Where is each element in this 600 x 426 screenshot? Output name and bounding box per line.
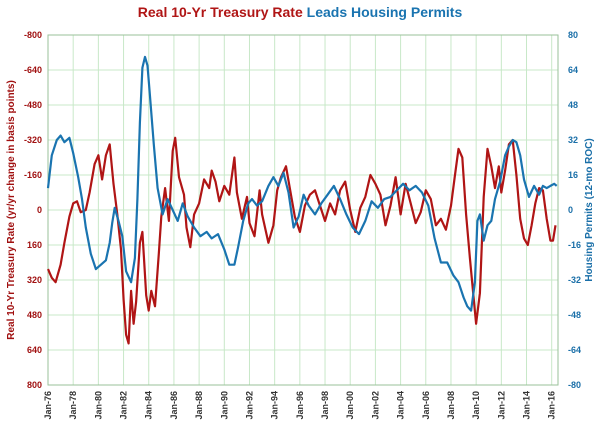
series-line-treasury xyxy=(46,136,557,345)
x-tick-label: Jan-06 xyxy=(421,391,431,420)
y-left-tick-label: 320 xyxy=(27,275,42,285)
x-tick-label: Jan-82 xyxy=(119,391,129,420)
x-tick-label: Jan-94 xyxy=(270,391,280,420)
x-tick-label: Jan-10 xyxy=(471,391,481,420)
x-tick-label: Jan-78 xyxy=(68,391,78,420)
x-tick-label: Jan-96 xyxy=(295,391,305,420)
right-axis-ticks: 80 64 48 32 16 0 -16 -32 -48 -64 -80 xyxy=(568,30,581,390)
y-left-tick-label: -320 xyxy=(24,135,42,145)
x-tick-label: Jan-86 xyxy=(169,391,179,420)
y-left-tick-label: -800 xyxy=(24,30,42,40)
y-right-tick-label: -48 xyxy=(568,310,581,320)
x-tick-label: Jan-90 xyxy=(219,391,229,420)
x-tick-label: Jan-88 xyxy=(194,391,204,420)
y-left-tick-label: 640 xyxy=(27,345,42,355)
x-tick-label: Jan-08 xyxy=(446,391,456,420)
x-tick-label: Jan-12 xyxy=(496,391,506,420)
x-tick-label: Jan-76 xyxy=(43,391,53,420)
y-left-tick-label: 0 xyxy=(37,205,42,215)
x-axis-ticks: Jan-76 Jan-78 Jan-80 Jan-82 Jan-84 Jan-86 Jan-… xyxy=(43,391,557,420)
y-right-tick-label: -80 xyxy=(568,380,581,390)
y-right-tick-label: 0 xyxy=(568,205,573,215)
x-tick-label: Jan-92 xyxy=(244,391,254,420)
y-left-tick-label: -480 xyxy=(24,100,42,110)
y-left-tick-label: 800 xyxy=(27,380,42,390)
plot-border xyxy=(47,34,559,386)
x-tick-label: Jan-14 xyxy=(522,391,532,420)
chart-title-part1: Real 10-Yr Treasury Rate xyxy=(137,4,303,20)
y-left-tick-label: -640 xyxy=(24,65,42,75)
y-right-tick-label: -64 xyxy=(568,345,581,355)
y-right-tick-label: 64 xyxy=(568,65,578,75)
x-tick-label: Jan-84 xyxy=(144,391,154,420)
y-right-tick-label: 80 xyxy=(568,30,578,40)
y-axis-left-label: Real 10-Yr Treasury Rate (yr/yr change i… xyxy=(6,80,17,340)
chart-title-part2: Leads Housing Permits xyxy=(306,4,463,20)
y-right-tick-label: 16 xyxy=(568,170,578,180)
chart-title: Real 10-Yr Treasury Rate Leads Housing P… xyxy=(0,4,600,20)
x-tick-label: Jan-16 xyxy=(547,391,557,420)
series-lines xyxy=(46,55,558,345)
x-tick-label: Jan-02 xyxy=(370,391,380,420)
x-tick-label: Jan-00 xyxy=(345,391,355,420)
y-left-tick-label: 480 xyxy=(27,310,42,320)
y-axis-right-label: Housing Permits (12-mo ROC) xyxy=(584,138,595,281)
y-right-tick-label: 32 xyxy=(568,135,578,145)
y-right-tick-label: 48 xyxy=(568,100,578,110)
y-left-tick-label: -160 xyxy=(24,170,42,180)
x-tick-label: Jan-04 xyxy=(396,391,406,420)
y-right-tick-label: -32 xyxy=(568,275,581,285)
y-left-tick-label: 160 xyxy=(27,240,42,250)
series-line-permits xyxy=(46,55,558,312)
x-tick-label: Jan-80 xyxy=(93,391,103,420)
y-right-tick-label: -16 xyxy=(568,240,581,250)
left-axis-ticks: -800 -640 -480 -320 -160 0 160 320 480 640 800 xyxy=(24,30,42,390)
x-tick-label: Jan-98 xyxy=(320,391,330,420)
